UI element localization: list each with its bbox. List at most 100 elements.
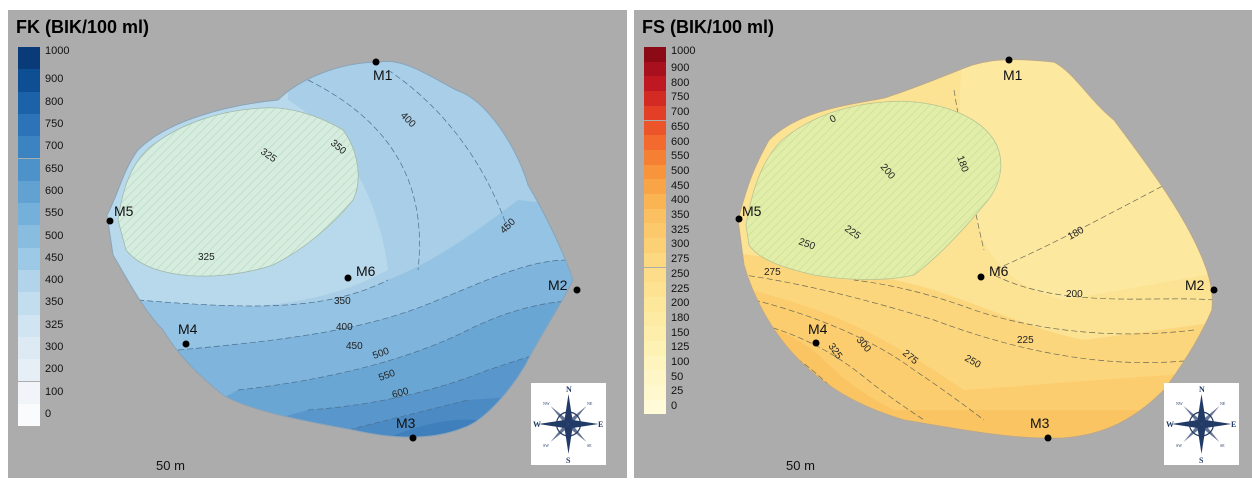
- compass-icon: N S W E NW NE SW SE: [533, 385, 603, 465]
- legend-swatch: [644, 47, 666, 62]
- legend-label: 450: [45, 251, 64, 264]
- legend-swatch: [644, 135, 666, 150]
- legend-label: 225: [671, 282, 690, 295]
- fs-map-panel: M1 M2 M3 M4 M5 M6 0 200 180 225 250 275 …: [634, 10, 1252, 478]
- legend-swatch: [18, 203, 40, 226]
- marker-m1: M1: [1003, 67, 1023, 83]
- compass-icon: N S W E NW NE SW SE: [1166, 385, 1236, 465]
- legend-label: 1000: [45, 45, 70, 57]
- marker-m6: M6: [989, 263, 1009, 279]
- legend-swatch: [644, 267, 666, 283]
- svg-text:N: N: [566, 385, 572, 394]
- fs-map: M1 M2 M3 M4 M5 M6 0 200 180 225 250 275 …: [735, 56, 1218, 442]
- legend-swatch: [644, 385, 666, 400]
- legend-label: 125: [671, 341, 690, 354]
- legend-label: 500: [45, 229, 64, 242]
- fk-map-panel: M1 M2 M3 M4 M5 M6 400 350 325 450 325 35…: [8, 10, 627, 478]
- legend-label: 200: [671, 297, 690, 310]
- fs-legend: 1000 900 800 750 700 650 600 550 500 450 400 350 325…: [644, 45, 714, 415]
- legend-label: 150: [671, 326, 690, 339]
- legend-label: 50: [671, 370, 684, 383]
- legend-swatch: [644, 105, 666, 121]
- svg-text:NE: NE: [1220, 401, 1226, 406]
- legend-swatch: [644, 355, 666, 371]
- legend-swatch: [18, 247, 40, 270]
- fs-scale-label: 50 m: [786, 458, 815, 473]
- legend-swatch: [644, 326, 666, 341]
- legend-label: 450: [671, 179, 690, 192]
- svg-text:W: W: [1166, 420, 1174, 429]
- legend-swatch: [644, 370, 666, 386]
- legend-swatch: [18, 69, 40, 92]
- legend-label: 325: [45, 318, 64, 331]
- contour-label: 200: [1066, 289, 1083, 300]
- legend-swatch: [18, 180, 40, 204]
- legend-label: 700: [45, 140, 64, 153]
- legend-label: 0: [671, 400, 678, 413]
- legend-label: 800: [671, 76, 690, 89]
- legend-label: 650: [45, 162, 64, 175]
- svg-text:N: N: [1199, 385, 1205, 394]
- marker-m4: M4: [808, 321, 828, 337]
- svg-text:SW: SW: [543, 443, 549, 448]
- contour-label: 0: [828, 113, 839, 126]
- legend-swatch: [644, 296, 666, 312]
- fk-title: FK (BIK/100 ml): [16, 17, 150, 37]
- legend-label: 300: [45, 341, 64, 354]
- legend-label: 500: [671, 164, 690, 177]
- legend-swatch: [18, 314, 40, 337]
- svg-text:SW: SW: [1176, 443, 1182, 448]
- legend-swatch: [644, 61, 666, 77]
- legend-label: 350: [671, 209, 690, 222]
- legend-swatch: [644, 179, 666, 194]
- legend-swatch: [18, 336, 40, 360]
- legend-swatch: [18, 381, 40, 404]
- legend-swatch: [644, 252, 666, 268]
- svg-text:W: W: [533, 420, 541, 429]
- marker-m6: M6: [356, 263, 376, 279]
- contour-label: 225: [1017, 335, 1034, 346]
- fs-title: FS (BIK/100 ml): [642, 17, 775, 37]
- legend-label: 750: [45, 118, 64, 131]
- legend-label: 900: [671, 62, 690, 75]
- legend-label: 800: [45, 95, 64, 108]
- marker-m2: M2: [548, 277, 568, 293]
- marker-m3: M3: [396, 415, 416, 431]
- marker-m5: M5: [114, 203, 134, 219]
- legend-swatch: [644, 399, 666, 415]
- fk-contour-labels: 400 350 325 450 325 350 400 450 500 550 …: [198, 110, 518, 401]
- legend-label: 0: [45, 407, 52, 420]
- legend-label: 350: [45, 296, 64, 309]
- svg-text:E: E: [1231, 420, 1236, 429]
- fk-legend: 1000 900 800 750 700 650 600 550 500 450 400 350 325…: [18, 45, 88, 427]
- svg-text:E: E: [598, 420, 603, 429]
- legend-label: 600: [45, 184, 64, 197]
- legend-label: 300: [671, 238, 690, 251]
- legend-swatch: [18, 158, 40, 181]
- legend-label: 650: [671, 120, 690, 133]
- legend-swatch: [18, 47, 40, 70]
- legend-label: 100: [45, 385, 64, 398]
- legend-swatch: [644, 164, 666, 180]
- svg-text:SE: SE: [587, 443, 592, 448]
- fs-hatched-area: [745, 100, 1002, 280]
- marker-m2: M2: [1185, 277, 1205, 293]
- legend-label: 1000: [671, 45, 696, 57]
- contour-label: 450: [346, 341, 363, 352]
- legend-label: 25: [671, 385, 684, 398]
- legend-label: 400: [671, 194, 690, 207]
- marker-m3: M3: [1030, 415, 1050, 431]
- legend-swatch: [18, 359, 40, 382]
- legend-label: 400: [45, 274, 64, 287]
- svg-text:NW: NW: [1176, 401, 1183, 406]
- legend-swatch: [644, 311, 666, 327]
- contour-label: 600: [391, 386, 410, 401]
- marker-m4: M4: [178, 321, 198, 337]
- legend-label: 550: [45, 207, 64, 220]
- svg-text:SE: SE: [1220, 443, 1225, 448]
- legend-swatch: [18, 270, 40, 293]
- contour-label: 275: [764, 267, 781, 278]
- legend-swatch: [644, 238, 666, 253]
- legend-swatch: [644, 91, 666, 106]
- legend-label: 250: [671, 267, 690, 280]
